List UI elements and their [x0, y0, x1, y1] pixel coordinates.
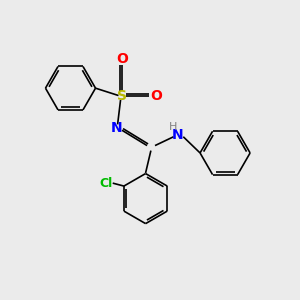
Text: H: H — [169, 122, 178, 132]
Text: N: N — [110, 121, 122, 135]
Text: N: N — [172, 128, 184, 142]
Text: O: O — [116, 52, 128, 66]
Text: O: O — [150, 88, 162, 103]
Text: Cl: Cl — [100, 177, 113, 190]
Text: S: S — [117, 88, 127, 103]
